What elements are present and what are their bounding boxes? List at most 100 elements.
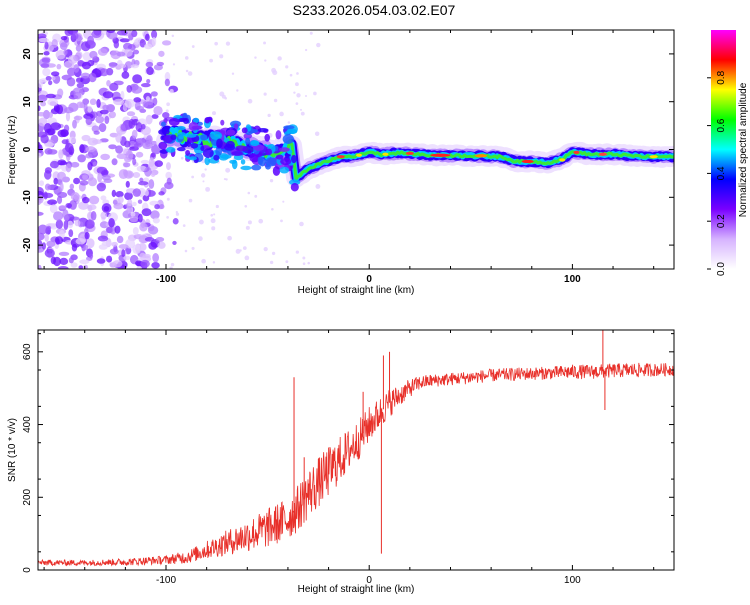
noise-blob — [69, 199, 77, 210]
noise-blobs — [38, 30, 321, 269]
noise-blob — [43, 109, 50, 120]
snr-x-tick-label: 0 — [366, 575, 372, 586]
noise-blob — [53, 177, 59, 185]
spectrogram-x-axis-label: Height of straight line (km) — [298, 285, 415, 296]
ridge-clump — [160, 121, 166, 127]
noise-blob — [42, 67, 51, 77]
noise-dot — [263, 247, 268, 252]
noise-blob — [115, 145, 123, 154]
noise-blob — [117, 196, 124, 204]
noise-dot — [213, 213, 216, 216]
noise-blob — [84, 231, 90, 240]
noise-blob — [90, 210, 97, 221]
noise-dot — [269, 260, 274, 265]
noise-blob — [131, 85, 143, 94]
noise-dot — [231, 72, 235, 75]
noise-blob — [146, 78, 151, 84]
noise-dot — [211, 226, 216, 231]
noise-blob — [127, 199, 133, 207]
signal-ridge — [156, 112, 674, 192]
noise-blob — [44, 141, 55, 148]
snr-line — [38, 362, 674, 567]
noise-blob — [87, 205, 93, 212]
noise-dot — [225, 178, 228, 181]
ridge-clump — [278, 147, 290, 152]
hot-spot — [521, 159, 534, 164]
ridge-clump — [158, 128, 170, 136]
noise-dot — [180, 156, 184, 160]
noise-blob — [157, 241, 166, 249]
noise-blob — [67, 220, 74, 229]
noise-dot — [184, 249, 188, 253]
noise-blob — [82, 98, 90, 105]
noise-dot — [272, 70, 278, 76]
noise-blob — [151, 262, 160, 269]
noise-dot — [247, 191, 251, 195]
noise-blob — [124, 140, 131, 148]
noise-blob — [151, 114, 159, 119]
ridge-clump — [215, 146, 223, 156]
noise-blob — [55, 50, 66, 60]
noise-blob — [59, 42, 68, 51]
noise-blob — [136, 137, 148, 144]
noise-dot — [285, 260, 289, 264]
noise-blob — [153, 105, 163, 116]
noise-blob — [132, 74, 143, 84]
noise-blob — [83, 244, 89, 251]
noise-blob — [47, 98, 59, 106]
noise-dot — [225, 41, 231, 46]
noise-blob — [155, 236, 165, 242]
noise-blob — [172, 240, 177, 245]
noise-blob — [70, 161, 80, 168]
ridge-clump — [251, 164, 262, 171]
ridge-clump — [210, 131, 223, 140]
noise-dot — [239, 249, 242, 252]
ridge-clump — [229, 159, 237, 164]
noise-blob — [106, 80, 111, 87]
noise-blob — [150, 172, 156, 177]
noise-dot — [247, 220, 252, 225]
colorbar-tick-label: 0.8 — [716, 70, 727, 84]
noise-blob — [135, 243, 141, 251]
noise-blob — [48, 80, 53, 86]
ridge-clump — [253, 144, 265, 151]
noise-blob — [86, 238, 95, 249]
noise-blob — [166, 177, 172, 185]
noise-blob — [132, 201, 137, 207]
noise-blob — [142, 194, 150, 202]
noise-dot — [201, 258, 206, 264]
noise-blob — [51, 38, 58, 49]
snr-x-tick-label: -100 — [156, 575, 176, 586]
noise-blob — [131, 129, 138, 139]
noise-dot — [300, 111, 305, 116]
noise-blob — [100, 195, 107, 201]
ridge-clump — [272, 166, 281, 176]
noise-blob — [87, 35, 95, 46]
noise-dot — [314, 131, 320, 137]
noise-blob — [141, 208, 152, 217]
noise-blob — [64, 30, 74, 37]
noise-blob — [63, 60, 75, 69]
noise-blob — [124, 98, 135, 108]
snr-y-axis-label: SNR (10 * v/v) — [7, 418, 18, 482]
noise-blob — [61, 74, 72, 81]
noise-blob — [96, 258, 106, 264]
noise-blob — [57, 171, 66, 181]
noise-dot — [267, 113, 271, 118]
noise-blob — [121, 71, 130, 79]
noise-blob — [96, 166, 108, 175]
noise-dot — [299, 221, 304, 227]
spectrogram-y-tick-label: -10 — [22, 190, 33, 205]
snr-y-tick-label: 400 — [22, 416, 33, 433]
noise-dot — [285, 65, 289, 69]
ridge-clump — [235, 145, 247, 152]
ridge-clump — [168, 117, 180, 126]
noise-blob — [135, 151, 144, 158]
ridge-clump — [204, 156, 211, 166]
noise-dot — [245, 225, 250, 230]
ridge-clump — [290, 182, 299, 192]
noise-blob — [92, 161, 97, 167]
